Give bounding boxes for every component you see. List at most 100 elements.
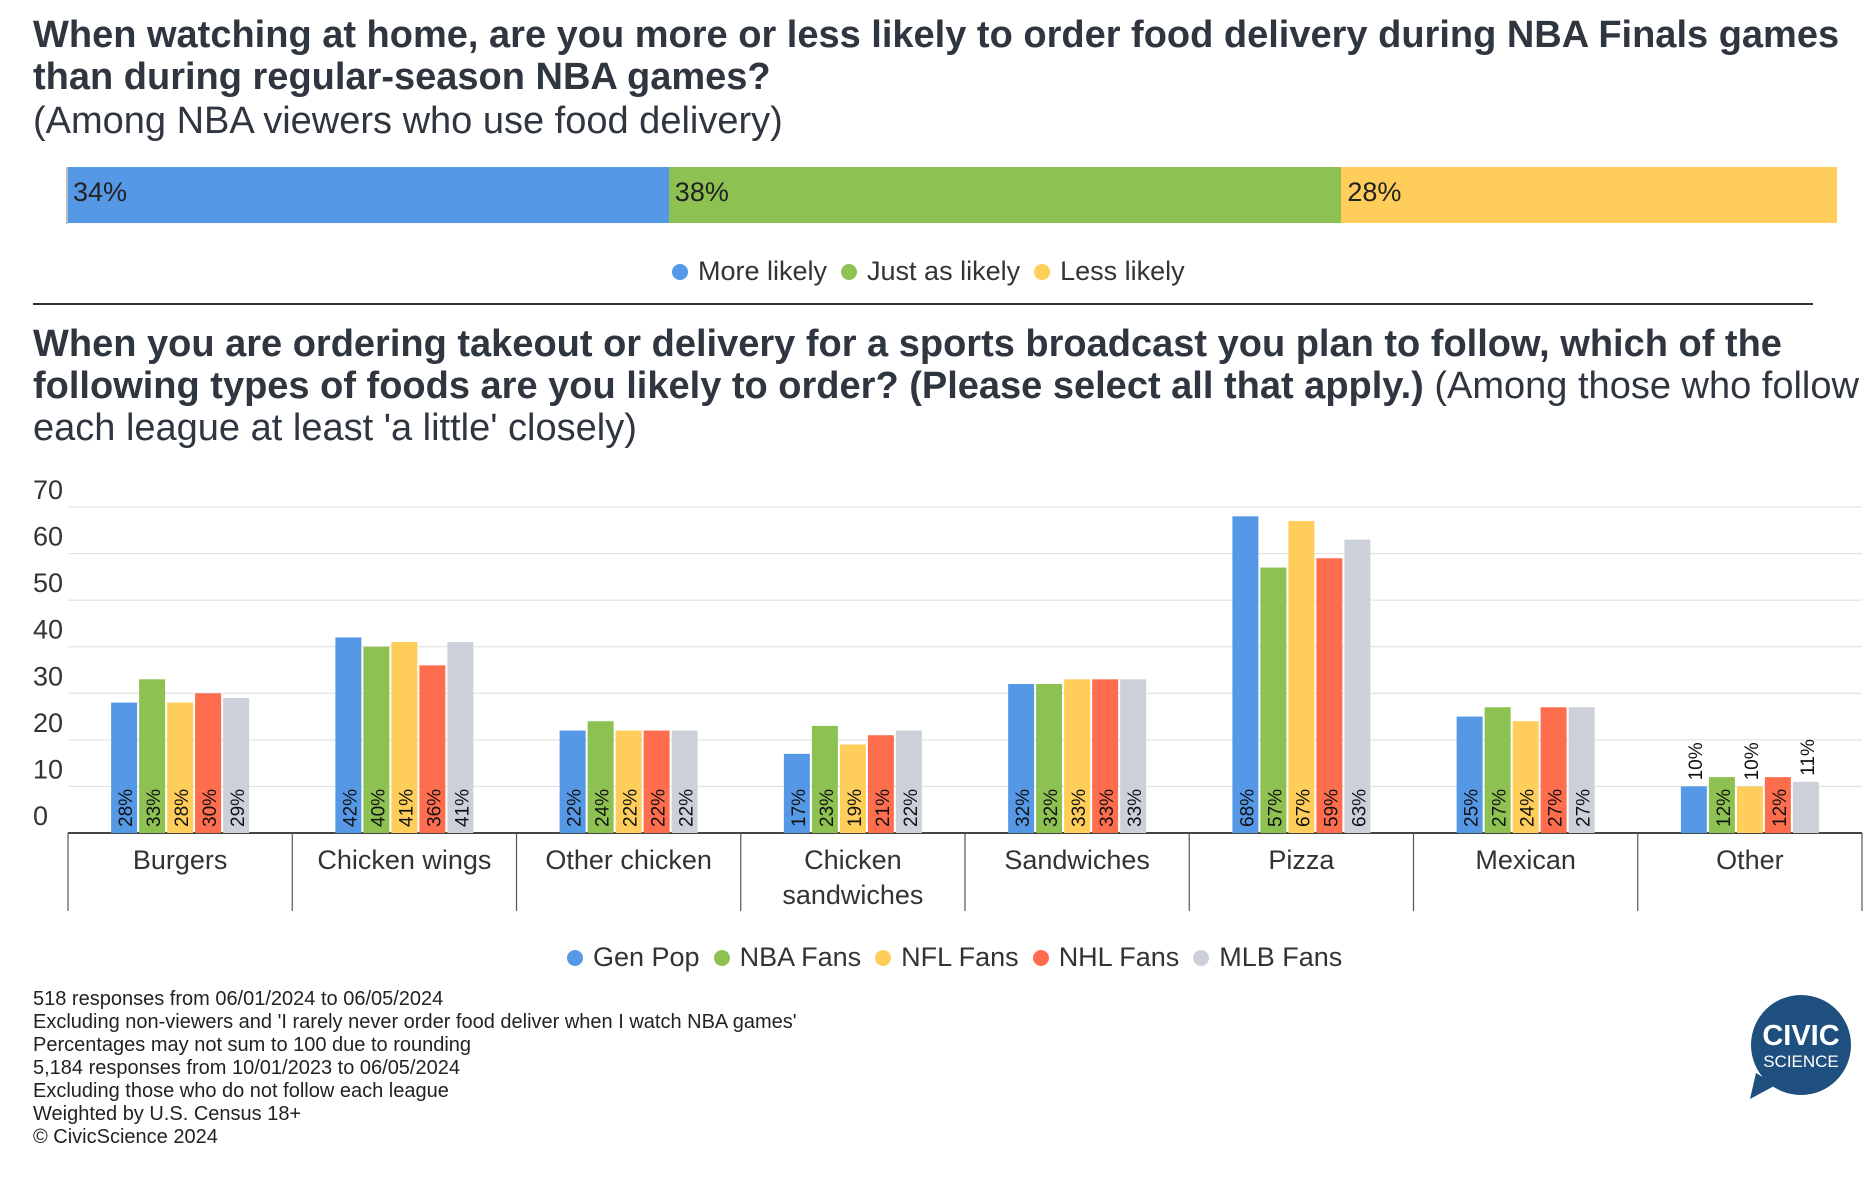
bar	[1008, 683, 1035, 833]
legend-label: More likely	[698, 256, 828, 286]
legend-dot-icon	[875, 949, 892, 966]
bar	[895, 730, 922, 833]
bar-data-label: 36%	[424, 789, 445, 827]
bottom-chart-title-rest: (Among those who follow each league at l…	[33, 365, 1859, 449]
y-tick-label: 60	[33, 522, 63, 552]
legend-label: NFL Fans	[901, 942, 1019, 972]
x-category-label: Pizza	[1268, 845, 1335, 875]
bar-data-label: 40%	[368, 789, 389, 827]
bar-data-label: 33%	[1097, 789, 1118, 827]
logo-bubble-tail	[1750, 1073, 1776, 1099]
y-tick-label: 70	[33, 475, 63, 505]
bar	[447, 642, 474, 833]
bar	[335, 637, 362, 833]
top-chart-title: When watching at home, are you more or l…	[33, 14, 1840, 98]
bottom-legend: Gen Pop NBA Fans NFL Fans NHL Fans MLB Fans	[567, 942, 1356, 973]
bar	[559, 730, 586, 833]
bar-data-label: 30%	[200, 789, 221, 827]
bar-data-label: 57%	[1265, 789, 1286, 827]
legend-dot-icon	[672, 263, 688, 280]
bar	[139, 679, 166, 833]
top-chart-subtitle: (Among NBA viewers who use food delivery…	[33, 100, 783, 142]
bar-data-label: 10%	[1742, 742, 1763, 780]
bar-data-label: 19%	[845, 789, 866, 827]
legend-item: Just as likely	[841, 256, 1020, 287]
footnotes: 518 responses from 06/01/2024 to 06/05/2…	[33, 988, 797, 1149]
bar-data-label: 32%	[1041, 789, 1062, 827]
bar	[1764, 777, 1791, 833]
footnote-line: 518 responses from 06/01/2024 to 06/05/2…	[33, 988, 444, 1010]
bar	[1456, 716, 1483, 833]
bar-data-label: 33%	[1069, 789, 1090, 827]
y-tick-label: 0	[33, 801, 48, 831]
section-divider	[33, 303, 1813, 305]
bar-data-label: 17%	[789, 789, 810, 827]
bar-data-label: 67%	[1293, 789, 1314, 827]
bar	[363, 646, 390, 833]
bar-data-label: 23%	[817, 789, 838, 827]
bar	[1344, 539, 1371, 833]
bar	[1260, 567, 1287, 833]
bar	[1568, 707, 1595, 833]
bar-data-label: 11%	[1798, 739, 1819, 776]
legend-dot-icon	[567, 949, 583, 966]
bar	[1288, 520, 1315, 833]
legend-dot-icon	[1032, 949, 1049, 966]
footnote-line: Weighted by U.S. Census 18+	[33, 1103, 302, 1125]
legend-item: NBA Fans	[713, 942, 862, 973]
stacked-segment-label: 38%	[674, 177, 729, 207]
bar-data-label: 10%	[1686, 742, 1707, 780]
bar	[1484, 707, 1511, 833]
bar	[587, 721, 614, 833]
legend-label: Less likely	[1060, 256, 1185, 286]
logo-bubble	[1751, 995, 1851, 1095]
y-tick-label: 40	[33, 615, 63, 645]
y-tick-label: 50	[33, 568, 63, 598]
bar	[223, 697, 250, 833]
bar-data-label: 12%	[1714, 789, 1735, 827]
legend-dot-icon	[841, 263, 858, 280]
legend-label: NBA Fans	[739, 942, 862, 972]
bar-data-label: 21%	[873, 789, 894, 827]
bar	[1708, 777, 1735, 833]
stacked-bar-axis	[66, 167, 68, 224]
legend-item: NFL Fans	[875, 942, 1019, 973]
bar-data-label: 27%	[1490, 789, 1511, 827]
logo-line-1: CIVIC	[1762, 1020, 1839, 1052]
logo-line-2: SCIENCE	[1763, 1052, 1839, 1071]
x-category-label: Chicken	[804, 845, 902, 875]
stacked-segment-less-likely: 28%	[1341, 167, 1837, 223]
stacked-bar: 34% 38% 28%	[67, 167, 1837, 223]
legend-item: Gen Pop	[567, 942, 700, 973]
bar	[1540, 707, 1567, 833]
y-tick-label: 30	[33, 661, 63, 691]
stacked-segment-label: 28%	[1347, 177, 1402, 207]
bar-data-label: 22%	[621, 789, 642, 827]
legend-label: Just as likely	[867, 256, 1021, 286]
bar-data-label: 29%	[228, 789, 249, 827]
bar-data-label: 24%	[1518, 789, 1539, 827]
bar-data-label: 41%	[452, 789, 473, 827]
footnote-line: © CivicScience 2024	[33, 1126, 218, 1148]
bar-data-label: 22%	[565, 789, 586, 827]
bar-data-label: 28%	[116, 789, 137, 827]
bar-data-label: 41%	[396, 789, 417, 827]
bar	[671, 730, 698, 833]
bar-data-label: 24%	[593, 789, 614, 827]
bar-data-label: 32%	[1013, 789, 1034, 827]
legend-item: More likely	[672, 256, 827, 287]
bar	[1064, 679, 1091, 833]
legend-dot-icon	[1034, 263, 1051, 280]
bar	[1316, 558, 1343, 833]
bar-data-label: 63%	[1349, 789, 1370, 827]
x-category-label: Sandwiches	[1004, 845, 1150, 875]
bar-data-label: 59%	[1321, 789, 1342, 827]
bar	[195, 693, 222, 833]
bar-data-label: 42%	[340, 789, 361, 827]
bar	[1680, 786, 1707, 833]
bar	[867, 735, 894, 833]
footnote-line: Percentages may not sum to 100 due to ro…	[33, 1034, 472, 1056]
footnote-line: 5,184 responses from 10/01/2023 to 06/05…	[33, 1057, 460, 1079]
bar	[783, 753, 810, 833]
legend-dot-icon	[713, 949, 730, 966]
